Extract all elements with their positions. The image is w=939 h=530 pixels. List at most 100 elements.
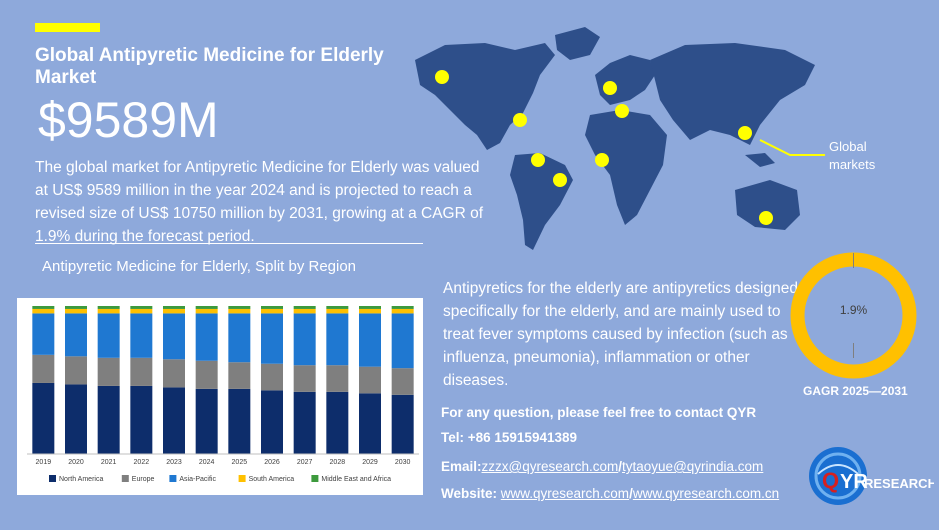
contact-phone: Tel: +86 15915941389 [441,430,577,445]
bar-segment-2030-1 [391,368,414,395]
website-label: Website: [441,486,501,501]
x-tick-label: 2026 [264,459,280,466]
bar-segment-2030-2 [391,313,414,369]
x-tick-label: 2020 [68,459,84,466]
contact-website: Website: www.qyresearch.com/www.qyresear… [441,486,779,501]
bar-segment-2019-3 [32,308,55,314]
marker-north-america-east [513,113,527,127]
bar-segment-2024-2 [195,313,218,361]
bar-segment-2023-3 [163,308,185,314]
bar-segment-2027-2 [293,313,316,366]
bar-segment-2028-2 [326,313,349,366]
x-tick-label: 2023 [166,459,182,466]
website-link-1[interactable]: www.qyresearch.com [500,486,630,501]
bar-segment-2027-1 [293,365,316,392]
cagr-value: 1.9% [840,303,868,317]
logo-q: Q [822,468,839,493]
legend-swatch [49,475,56,482]
chart-panel: 2019 2020 2021 2022 2023 2024 2025 2026 2027 2028… [17,298,423,495]
logo-yr: YR [840,471,868,493]
bar-segment-2020-3 [65,308,87,314]
bar-segment-2024-4 [195,306,218,309]
bar-segment-2021-1 [97,357,120,386]
bar-segment-2023-0 [163,387,185,454]
bar-segment-2023-2 [163,313,185,360]
bar-segment-2019-0 [32,382,55,454]
x-tick-label: 2028 [330,459,346,466]
bar-segment-2023-4 [163,306,185,309]
website-separator: / [629,486,633,501]
bar-segment-2019-2 [32,313,55,355]
x-tick-label: 2024 [199,459,215,466]
bar-segment-2029-1 [359,366,381,394]
legend-label: Europe [132,476,155,483]
global-markets-label: Global markets [829,139,876,172]
bar-segment-2021-0 [97,385,120,454]
x-tick-label: 2027 [297,459,313,466]
bar-segment-2021-3 [97,308,120,314]
legend-label: Middle East and Africa [321,476,391,483]
x-tick-label: 2029 [362,459,378,466]
bar-segment-2020-4 [65,306,87,309]
cagr-label: GAGR 2025—2031 [803,384,908,398]
bar-segment-2022-4 [130,306,153,309]
bar-segment-2030-4 [391,306,414,309]
email-separator: / [618,459,623,474]
email-link-2[interactable]: tytaoyue@qyrindia.com [622,459,764,474]
website-link-2[interactable]: www.qyresearch.com.cn [632,486,780,501]
global-markets-pointer [759,139,825,156]
bar-segment-2026-1 [261,363,283,391]
legend-swatch [238,475,246,482]
page-title: Global Antipyretic Medicine for Elderly … [35,45,384,88]
cagr-donut: 1.9% [790,252,917,379]
map-landmass [415,27,815,250]
bar-segment-2028-1 [326,365,349,392]
bar-segment-2020-2 [65,313,87,357]
bar-segment-2020-0 [65,384,87,454]
bar-segment-2022-2 [130,313,153,358]
email-link-1[interactable]: zzzx@qyresearch.com [481,459,619,474]
bar-segment-2027-4 [293,306,316,309]
tel-number[interactable]: +86 15915941389 [467,430,577,445]
marker-south-america-east [553,173,567,187]
bar-segment-2020-1 [65,356,87,385]
bar-segment-2026-0 [261,390,283,454]
bar-segment-2030-0 [391,394,414,454]
marker-north-america-west [435,70,449,84]
bar-segment-2028-4 [326,306,349,309]
bar-segment-2030-3 [391,308,414,314]
bar-segment-2025-1 [228,362,251,389]
x-tick-label: 2021 [101,459,117,466]
contact-email: Email:zzzx@qyresearch.com/tytaoyue@qyrin… [441,459,763,474]
bar-segment-2026-3 [261,308,283,314]
stacked-bar-chart: 2019 2020 2021 2022 2023 2024 2025 2026 2027 2028… [27,306,419,483]
legend-label: South America [249,476,295,483]
x-tick-label: 2019 [36,459,52,466]
bar-segment-2022-0 [130,385,153,454]
bar-segment-2021-4 [97,306,120,309]
bar-segment-2025-4 [228,306,251,309]
bar-segment-2019-4 [32,306,55,309]
marker-south-america-north [531,153,545,167]
legend-swatch [121,475,129,482]
x-tick-label: 2030 [395,459,411,466]
bar-segment-2021-2 [97,313,120,358]
world-map [415,27,825,250]
bar-segment-2029-2 [359,313,381,367]
bar-segment-2022-3 [130,308,153,314]
bar-segment-2024-1 [195,360,218,389]
bar-segment-2024-3 [195,308,218,314]
bar-segment-2026-2 [261,313,283,364]
logo-research: RESEARCH [864,476,934,491]
marker-asia [738,126,752,140]
accent-bar [35,23,100,32]
bar-segment-2027-3 [293,308,316,314]
bar-segment-2026-4 [261,306,283,309]
legend-label: North America [59,476,103,483]
marker-europe-south [615,104,629,118]
qyr-logo: Q YR RESEARCH [808,446,937,506]
bar-segment-2024-0 [195,388,218,454]
bar-segment-2028-0 [326,391,349,454]
bar-segment-2023-1 [163,359,185,388]
market-value: $9589M [38,92,219,148]
